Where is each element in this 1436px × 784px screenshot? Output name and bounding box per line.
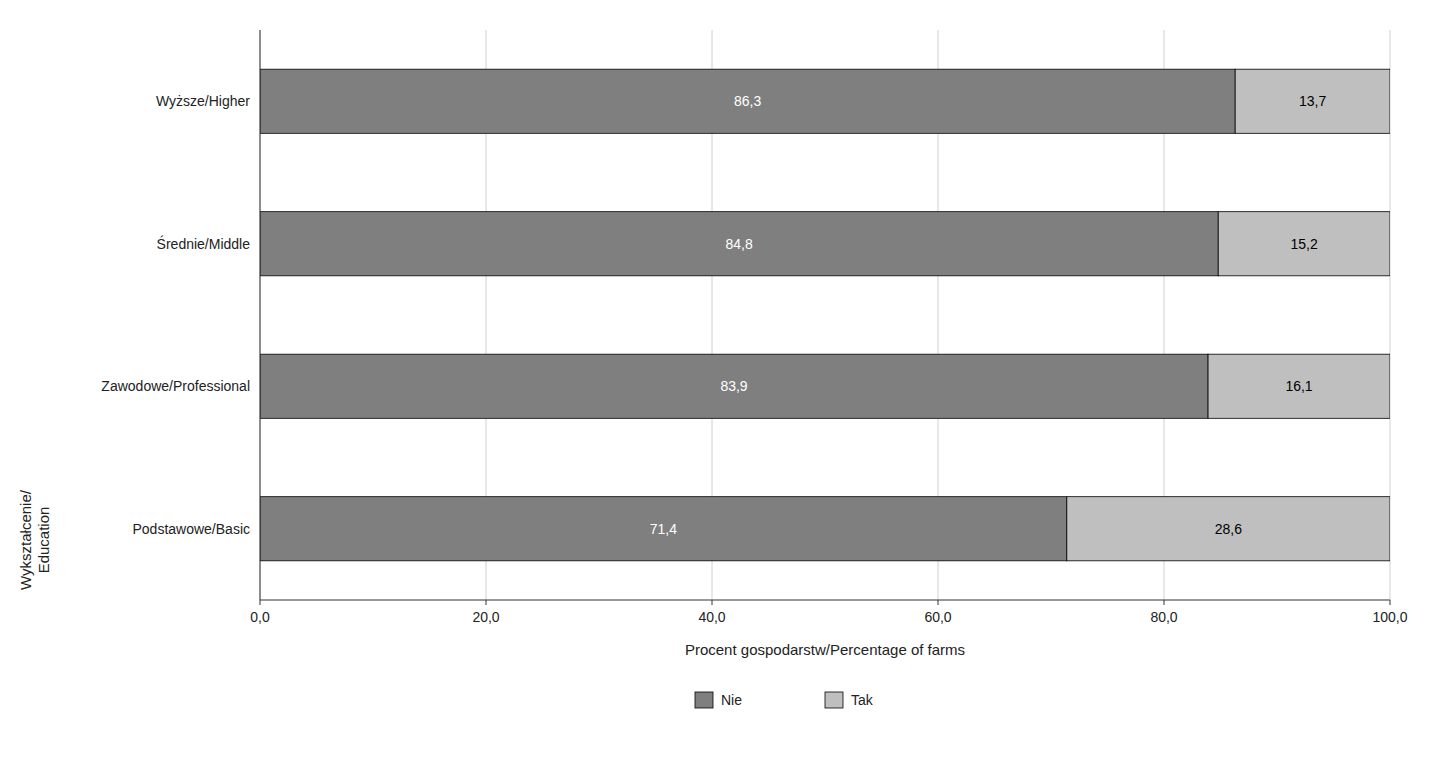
y-axis-line [260,30,261,600]
x-axis-label: Procent gospodarstw/Percentage of farms [685,641,965,658]
category-label: Średnie/Middle [157,235,251,252]
chart-svg: 0,0 20,0 40,0 60,0 80,0 100,0 71,4 83,9 84,8 86,3… [0,0,1436,784]
y-axis-label: Wykształcenie/Education [17,489,52,590]
tick-label: 80,0 [1150,609,1177,625]
tick-mark [1390,600,1391,605]
legend-label: Tak [851,692,874,708]
legend: Nie Tak [695,692,874,708]
data-label: 16,1 [1285,378,1312,394]
chart-container: 0,0 20,0 40,0 60,0 80,0 100,0 71,4 83,9 84,8 86,3… [0,0,1436,784]
grid-line [260,30,261,600]
data-label: 86,3 [734,93,761,109]
tick-label: 100,0 [1372,609,1407,625]
legend-swatch [695,692,713,708]
x-ticks: 0,0 20,0 40,0 60,0 80,0 100,0 [250,600,1407,625]
tick-mark [486,600,487,605]
bar [260,354,1208,418]
tick-mark [260,600,261,605]
data-labels: 71,4 83,9 84,8 86,3 28,6 16,1 15,2 13,7 [650,93,1327,537]
legend-swatch [825,692,843,708]
tick-mark [712,600,713,605]
category-label: Wyższe/Higher [156,93,250,109]
bar [260,212,1218,276]
category-label: Zawodowe/Professional [101,378,250,394]
tick-label: 40,0 [698,609,725,625]
x-axis-line [260,600,1390,601]
y-axis-label-line: Education [35,507,52,574]
bar [1235,69,1390,133]
tick-label: 20,0 [472,609,499,625]
data-label: 13,7 [1299,93,1326,109]
bars [260,69,1390,561]
y-axis-label-line: Wykształcenie/ [17,489,34,590]
tick-mark [1164,600,1165,605]
bar [1208,354,1390,418]
grid [260,30,1390,600]
data-label: 71,4 [650,521,677,537]
data-label: 15,2 [1290,236,1317,252]
tick-mark [938,600,939,605]
bar [260,69,1235,133]
category-label: Podstawowe/Basic [132,521,250,537]
tick-label: 0,0 [250,609,270,625]
bar [260,497,1067,561]
legend-label: Nie [721,692,742,708]
data-label: 83,9 [720,378,747,394]
tick-label: 60,0 [924,609,951,625]
data-label: 28,6 [1215,521,1242,537]
bar [1218,212,1390,276]
bar [1067,497,1390,561]
y-ticks: Podstawowe/Basic Zawodowe/Professional Śre… [101,93,250,537]
data-label: 84,8 [725,236,752,252]
